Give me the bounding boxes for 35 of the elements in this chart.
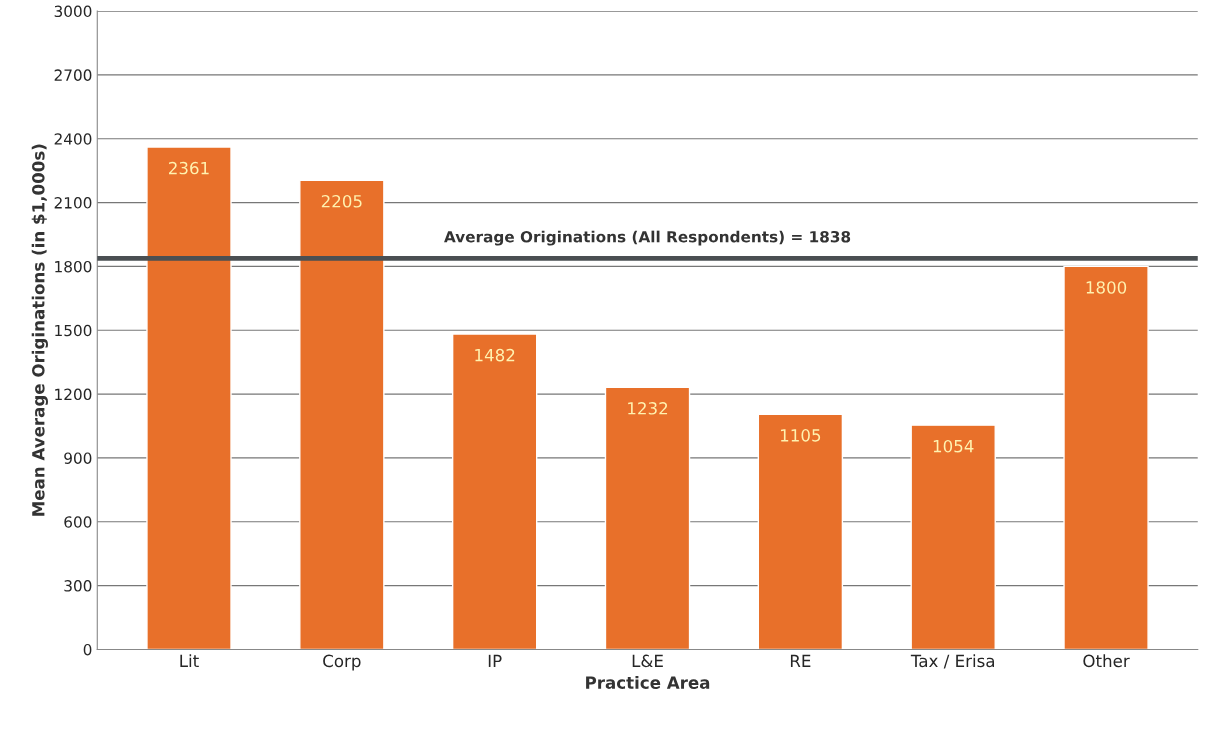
y-tick-label: 1200 xyxy=(55,388,92,401)
data-label: 1054 xyxy=(933,439,974,453)
y-tick-label: 2100 xyxy=(54,197,92,209)
data-label: 1232 xyxy=(628,402,668,415)
data-label: 2205 xyxy=(321,194,362,208)
bar xyxy=(451,333,538,650)
bar xyxy=(757,413,844,650)
x-tick-label: Corp xyxy=(323,654,361,671)
data-label: 2361 xyxy=(169,161,209,175)
y-tick-label: 2400 xyxy=(54,133,92,145)
data-label: 1800 xyxy=(1086,281,1127,294)
y-tick-label: 300 xyxy=(64,580,92,592)
y-tick-label: 1500 xyxy=(55,324,92,337)
x-tick-label: Other xyxy=(1083,654,1130,668)
y-axis-title: Mean Average Originations (in $1,000s) xyxy=(31,144,48,516)
x-axis-title: Practice Area xyxy=(586,675,710,689)
y-tick-label: 0 xyxy=(83,643,92,656)
bar xyxy=(910,424,996,650)
ref-line-label: Average Originations (All Respondents) = 1838 xyxy=(444,230,851,246)
bar xyxy=(1063,265,1149,650)
x-tick-label: Lit xyxy=(180,654,199,667)
x-tick-label: RE xyxy=(790,654,811,667)
y-tick-label: 2700 xyxy=(54,69,92,81)
y-tick-label: 1800 xyxy=(55,260,92,273)
y-tick-label: 3000 xyxy=(54,5,92,18)
bar xyxy=(604,386,691,650)
data-label: 1105 xyxy=(780,429,821,442)
x-tick-label: Tax / Erisa xyxy=(910,654,995,669)
bar xyxy=(146,146,232,650)
x-tick-label: IP xyxy=(488,654,502,667)
y-tick-label: 600 xyxy=(64,516,92,528)
bar xyxy=(299,179,385,650)
y-tick-label: 900 xyxy=(64,452,92,464)
data-label: 1482 xyxy=(475,348,515,362)
x-tick-label: L&E xyxy=(632,654,663,668)
